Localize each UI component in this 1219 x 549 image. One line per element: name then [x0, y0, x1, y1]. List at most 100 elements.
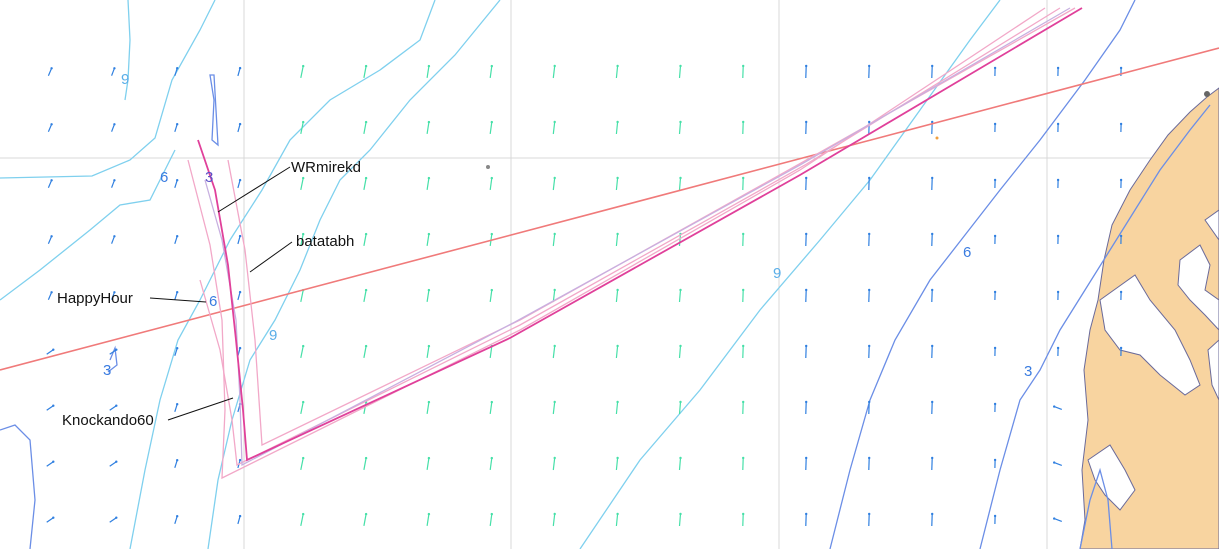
wind-arrow-icon — [300, 345, 304, 359]
wind-arrow-head — [427, 456, 431, 460]
wind-arrow-icon — [552, 177, 556, 191]
wind-arrow-icon — [426, 346, 430, 358]
wind-arrow-head — [427, 120, 431, 124]
wind-arrow-head — [616, 344, 619, 348]
wind-arrow-head — [616, 176, 619, 180]
contour-line — [0, 149, 176, 301]
wind-arrow-icon — [46, 405, 54, 411]
boat-label-happyhour[interactable]: HappyHour — [57, 290, 133, 307]
wind-arrow-icon — [47, 124, 53, 132]
wind-arrow-icon — [174, 124, 178, 132]
wind-arrow-icon — [109, 405, 117, 411]
wind-arrow-head — [742, 288, 745, 292]
land-inlet — [1177, 244, 1219, 331]
wind-arrow-icon — [678, 65, 682, 79]
wind-arrow-icon — [678, 177, 682, 191]
point-marker — [1204, 91, 1210, 97]
boat-label-wrmirekd[interactable]: WRmirekd — [291, 159, 361, 176]
wind-arrow-head — [490, 456, 493, 460]
depth-label: 9 — [269, 327, 277, 344]
wind-arrow-head — [868, 176, 871, 180]
wind-arrow-head — [490, 400, 493, 404]
wind-arrow-head — [490, 512, 493, 516]
boat-label-batatabh[interactable]: batatabh — [296, 233, 354, 250]
wind-arrow-icon — [1053, 518, 1063, 522]
wind-arrow-head — [176, 459, 179, 462]
wind-arrow-head — [302, 456, 305, 460]
wind-arrow-head — [742, 456, 745, 460]
wind-arrow-icon — [300, 457, 304, 471]
wind-arrow-head — [176, 67, 179, 70]
wind-arrow-icon — [489, 66, 493, 78]
track-line — [204, 7, 1071, 467]
wind-arrow-head — [364, 120, 368, 124]
wind-arrow-head — [931, 512, 934, 516]
depth-label: 3 — [103, 362, 111, 379]
wind-arrow-head — [679, 64, 682, 68]
contour-line — [579, 0, 1001, 549]
contour-line — [0, 0, 216, 179]
wind-arrow-head — [52, 348, 55, 351]
track-line — [227, 7, 1076, 447]
wind-arrow-head — [238, 290, 242, 294]
wind-arrow-icon — [300, 65, 304, 79]
wind-arrow-head — [616, 512, 619, 516]
wind-arrow-icon — [678, 345, 682, 359]
wind-arrow-icon — [174, 180, 178, 188]
wind-arrow-head — [113, 67, 116, 70]
wind-arrow-head — [1119, 66, 1123, 70]
wind-arrow-head — [616, 64, 619, 68]
contour-line — [1079, 467, 1113, 549]
wind-arrow-head — [931, 120, 934, 124]
wind-arrow-head — [490, 176, 493, 180]
wind-arrow-head — [115, 348, 118, 351]
wind-arrow-head — [805, 400, 808, 404]
depth-label: 3 — [1024, 363, 1032, 380]
wind-arrow-icon — [300, 513, 304, 527]
wind-arrow-head — [115, 404, 118, 407]
wind-arrow-icon — [237, 235, 241, 245]
wind-arrow-head — [427, 512, 431, 516]
callout-line — [149, 297, 207, 303]
boat-label-knockando60[interactable]: Knockando60 — [62, 412, 154, 429]
wind-arrow-icon — [678, 401, 682, 415]
wind-arrow-head — [931, 288, 934, 292]
wind-arrow-icon — [489, 122, 493, 134]
wind-arrow-icon — [615, 233, 619, 247]
wind-arrow-head — [993, 346, 997, 350]
wind-arrow-head — [302, 344, 305, 348]
wind-arrow-head — [238, 514, 242, 518]
wind-arrow-head — [1056, 122, 1060, 126]
wind-arrow-head — [1119, 346, 1123, 350]
wind-arrow-icon — [678, 289, 682, 303]
wind-arrow-head — [993, 290, 997, 294]
wind-arrow-head — [679, 456, 682, 460]
wind-arrow-head — [302, 120, 305, 124]
wind-arrow-icon — [363, 177, 367, 191]
wind-arrow-head — [679, 512, 682, 516]
wind-arrow-head — [50, 179, 53, 182]
wind-arrow-head — [616, 400, 619, 404]
wind-arrow-head — [553, 120, 556, 124]
contour-line — [107, 345, 118, 373]
wind-arrow-head — [868, 120, 871, 124]
wind-arrow-head — [50, 67, 53, 70]
wind-arrow-icon — [46, 349, 54, 355]
wind-arrow-icon — [678, 121, 682, 135]
wind-arrow-head — [176, 291, 179, 294]
depth-labels: 9 6 3 6 3 9 9 6 3 — [103, 71, 1032, 380]
wind-arrow-icon — [174, 236, 178, 244]
wind-arrow-head — [805, 344, 808, 348]
wind-arrow-head — [742, 120, 745, 124]
wind-arrow-icon — [174, 348, 178, 356]
wind-arrow-head — [238, 122, 242, 126]
wind-arrow-head — [1119, 178, 1123, 182]
contour-line — [0, 424, 36, 549]
wind-arrow-icon — [615, 177, 619, 191]
wind-arrow-icon — [615, 65, 619, 79]
wind-arrow-head — [113, 291, 116, 294]
point-marker — [935, 136, 939, 140]
